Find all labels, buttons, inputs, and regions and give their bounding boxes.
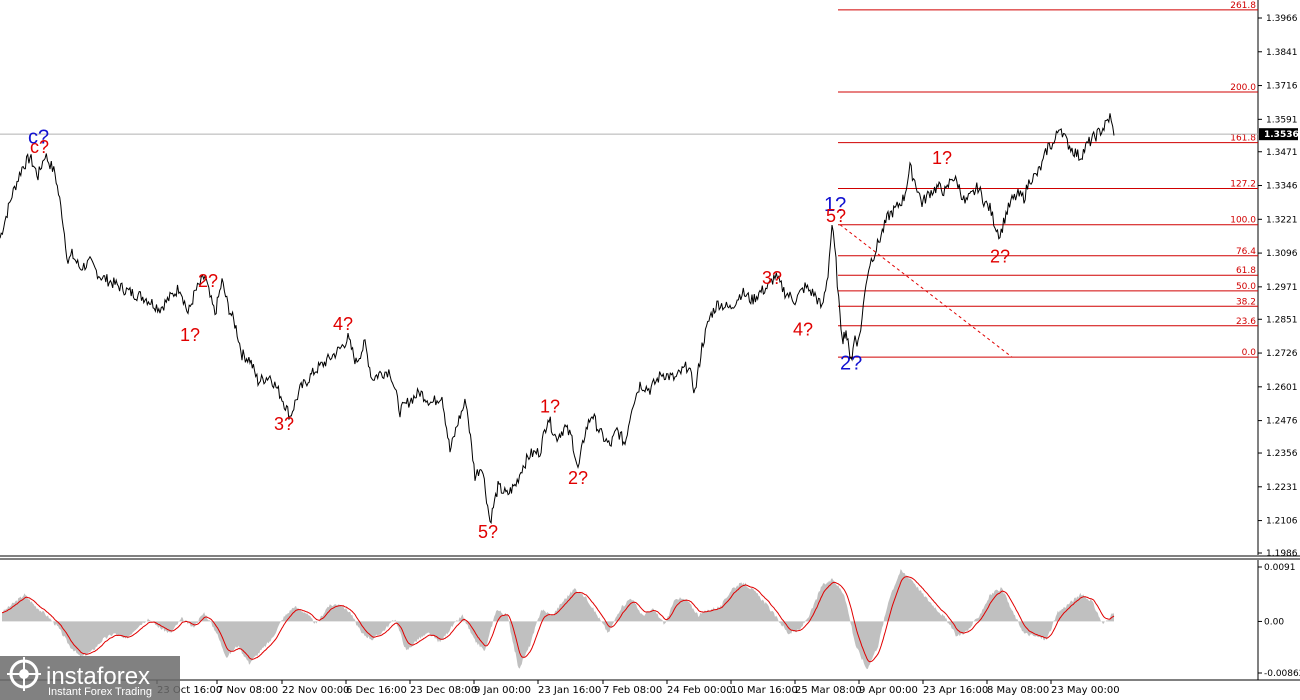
fib-level-label: 76.4 <box>1236 247 1256 257</box>
fib-level-label: 261.8 <box>1230 1 1256 11</box>
wave-label: 4? <box>793 319 813 339</box>
fib-level-label: 127.2 <box>1230 179 1256 189</box>
time-tick-label: 6 Dec 16:00 <box>346 685 407 696</box>
wave-label: 1? <box>540 396 560 416</box>
price-tick-label: 1.2231 <box>1266 483 1298 493</box>
fib-level-label: 61.8 <box>1236 266 1256 276</box>
price-tick-label: 1.2106 <box>1266 517 1298 527</box>
time-tick-label: 23 Apr 16:00 <box>923 685 988 696</box>
time-tick-label: 8 May 08:00 <box>987 685 1049 696</box>
fib-level-label: 161.8 <box>1230 134 1256 144</box>
time-tick-label: 23 Oct 16:00 <box>157 685 222 696</box>
wave-label: 2? <box>840 352 862 374</box>
time-tick-label: 25 Mar 08:00 <box>795 685 862 696</box>
wave-label: 3? <box>762 268 782 288</box>
time-tick-label: 24 Feb 00:00 <box>667 685 733 696</box>
price-tick-label: 1.3096 <box>1266 249 1298 259</box>
price-tick-label: 1.2851 <box>1266 315 1298 325</box>
wave-label: 2? <box>990 247 1010 267</box>
wave-label: 1? <box>932 148 952 168</box>
fib-level-label: 200.0 <box>1230 83 1256 93</box>
current-price-badge <box>1259 128 1298 141</box>
price-tick-label: 1.2356 <box>1266 449 1298 459</box>
wave-label: 1? <box>180 325 200 345</box>
time-axis: 23 Oct 16:007 Nov 08:00 22 Nov 00:006 Dec… <box>156 680 1120 696</box>
dashed-trend-line <box>839 224 1013 358</box>
wave-label: c? <box>30 137 49 157</box>
price-tick-label: 1.3591 <box>1266 115 1298 125</box>
price-tick-label: 1.2601 <box>1266 383 1298 393</box>
fib-level-label: 50.0 <box>1236 282 1256 292</box>
price-tick-label: 1.2971 <box>1266 283 1298 293</box>
watermark-brand: instaforex <box>46 663 150 690</box>
price-tick-label: 1.2476 <box>1266 417 1298 427</box>
time-tick-label: 7 Feb 08:00 <box>603 685 662 696</box>
wave-label: c? <box>28 127 49 149</box>
time-tick-label: 9 Jan 00:00 <box>474 685 531 696</box>
time-tick-label: 9 Apr 00:00 <box>859 685 918 696</box>
wave-label: 5? <box>826 206 846 226</box>
instaforex-logo-icon <box>7 657 41 691</box>
price-tick-label: 1.2726 <box>1266 349 1298 359</box>
oscillator-histogram <box>2 569 1114 670</box>
fib-level-label: 23.6 <box>1236 317 1256 327</box>
osc-tick-label: 0.00 <box>1264 617 1284 627</box>
price-series <box>0 113 1115 525</box>
fib-level-label: 100.0 <box>1230 216 1256 226</box>
price-tick-label: 1.3221 <box>1266 215 1298 225</box>
wave-label: 3? <box>274 414 294 434</box>
price-tick-label: 1.3471 <box>1266 148 1298 158</box>
oscillator-signal-line <box>2 576 1115 663</box>
time-tick-label: 7 Nov 08:00 <box>217 685 278 696</box>
wave-label: 1? <box>824 194 846 216</box>
time-tick-label: 10 Mar 16:00 <box>731 685 798 696</box>
trend-line <box>839 224 1013 358</box>
time-tick-label: 23 Jan 16:00 <box>538 685 601 696</box>
fib-level-label: 38.2 <box>1236 297 1256 307</box>
price-tick-label: 1.3716 <box>1266 82 1298 92</box>
fib-level-label: 0.0 <box>1242 348 1257 358</box>
watermark-tagline: Instant Forex Trading <box>48 686 152 698</box>
watermark: instaforex Instant Forex Trading <box>0 656 180 700</box>
wave-label: 5? <box>478 522 498 542</box>
price-line <box>0 113 1115 525</box>
wave-label: 4? <box>333 314 353 334</box>
osc-tick-label: 0.0091 <box>1264 563 1296 573</box>
time-tick-label: 23 May 00:00 <box>1051 685 1120 696</box>
price-tick-label: 1.3841 <box>1266 48 1298 58</box>
price-tick-label: 1.3966 <box>1266 14 1298 24</box>
wave-labels: c?c?2?1?4?3?5?1?2?3?4?1?5?2?1?2? <box>28 127 1010 542</box>
price-tick-label: 1.1986 <box>1266 549 1298 559</box>
time-tick-label: 23 Dec 08:00 <box>410 685 477 696</box>
wave-label: 2? <box>568 468 588 488</box>
price-axis: 1.3966 1.3841 1.3716 1.3591 1.3471 1.3346 1.32… <box>1258 14 1299 559</box>
current-price-label: 1.3536 <box>1264 130 1299 140</box>
time-tick-label: 22 Nov 00:00 <box>282 685 349 696</box>
fibonacci-levels: 0.0 23.6 38.2 50.0 61.8 76.4 100.0 127.2 161.8 20… <box>838 1 1258 358</box>
wave-label: 2? <box>198 271 218 291</box>
price-tick-label: 1.3346 <box>1266 182 1298 192</box>
